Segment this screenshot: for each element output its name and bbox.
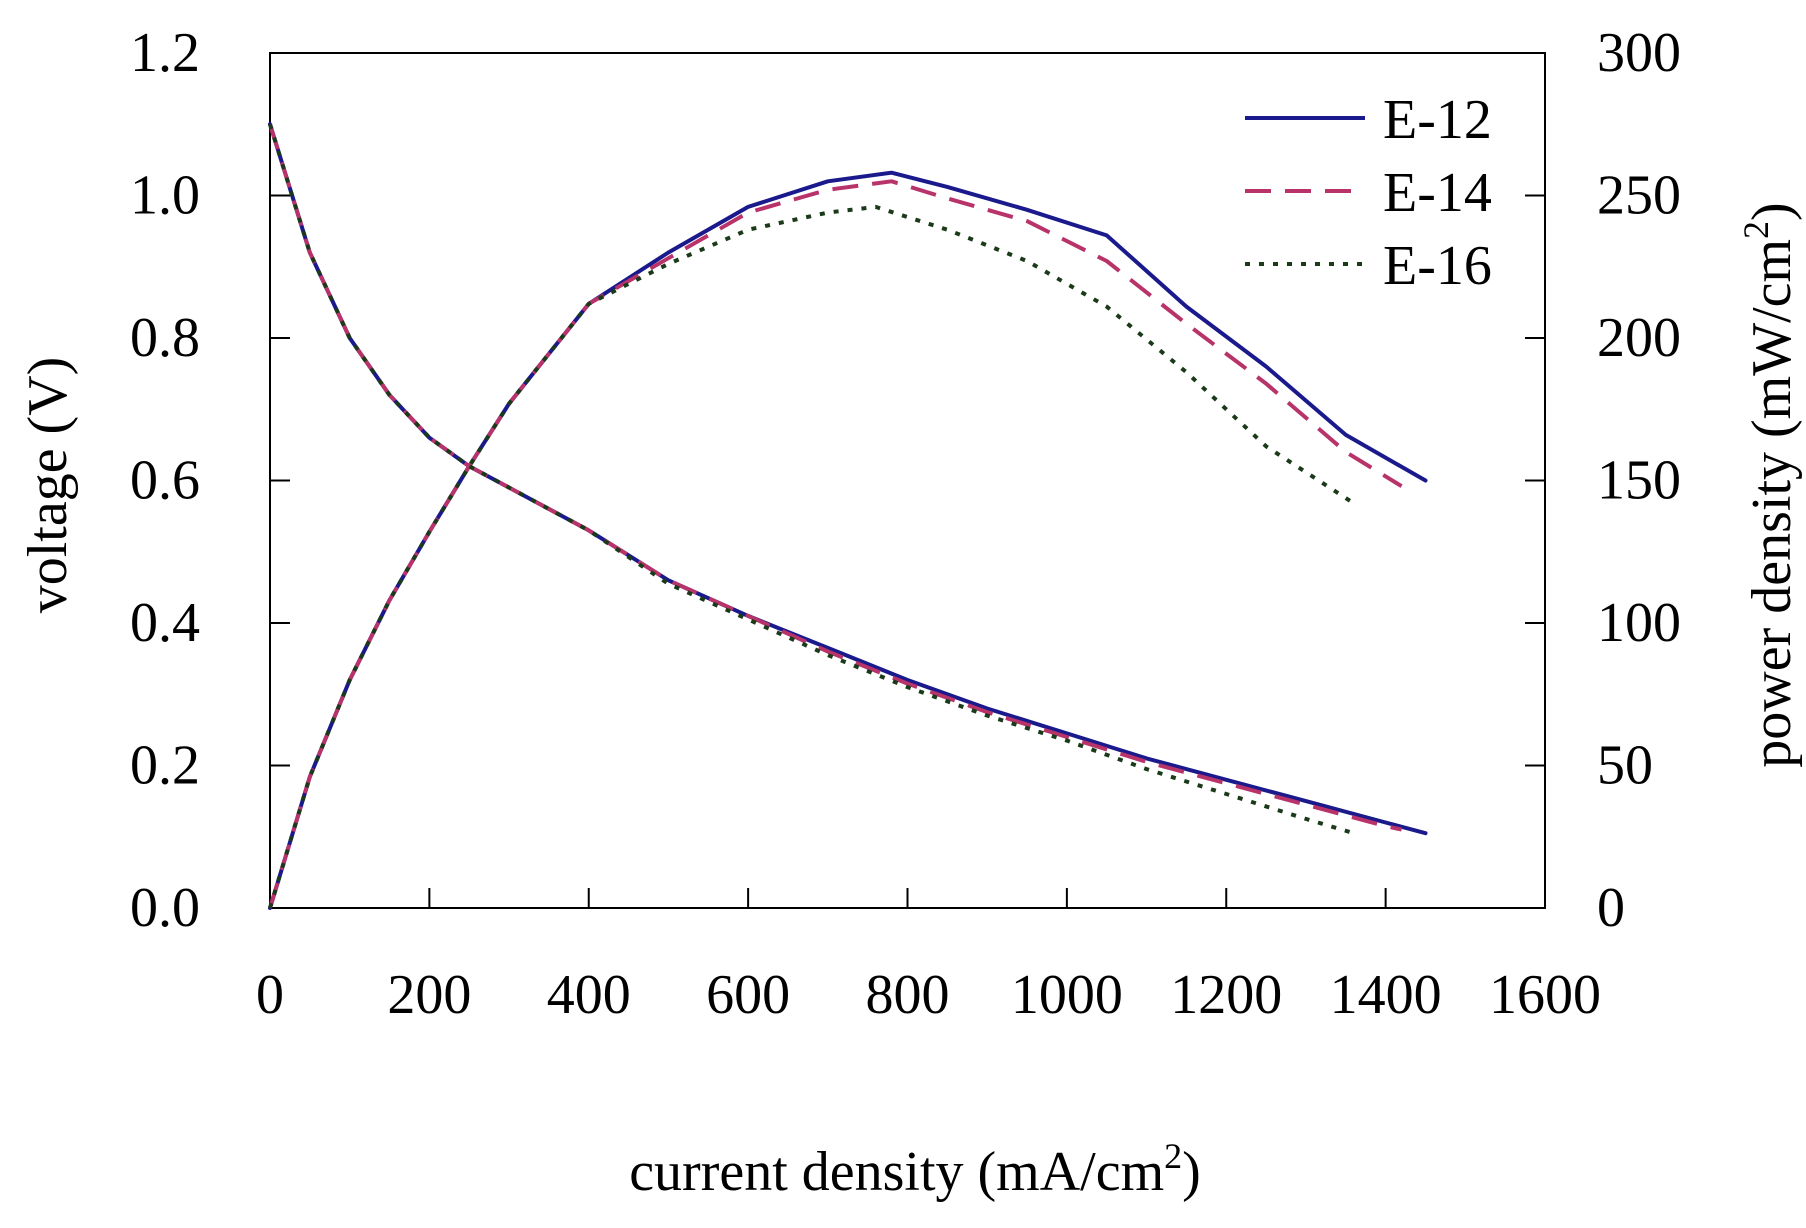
- y2-tick-label: 0: [1597, 877, 1625, 939]
- x-tick-label: 200: [387, 964, 471, 1026]
- y2-tick-label: 150: [1597, 450, 1681, 512]
- x-axis-title-sup: 2: [1164, 1136, 1182, 1176]
- y-tick-label: 1.2: [130, 22, 200, 84]
- x-tick-label: 0: [256, 964, 284, 1026]
- y-tick-label: 1.0: [130, 165, 200, 227]
- y-tick-label: 0.8: [130, 307, 200, 369]
- x-tick-label: 1200: [1170, 964, 1282, 1026]
- series-line-e-16-voltage: [268, 123, 1355, 836]
- y-right-tick-labels: 0 50 100 150 200 250 300: [1597, 22, 1681, 939]
- y-tick-label: 0.6: [130, 450, 200, 512]
- series-line-e-12-voltage: [268, 122, 1428, 836]
- legend-label-e-14: E-14: [1383, 162, 1492, 224]
- x-tick-label: 1600: [1489, 964, 1601, 1026]
- y2-tick-label: 250: [1597, 165, 1681, 227]
- y2-axis-title-main: power density (mW/cm: [1741, 239, 1803, 768]
- y-tick-label: 0.4: [130, 592, 200, 654]
- x-axis-title-tail: ): [1182, 1141, 1201, 1203]
- y2-tick-label: 200: [1597, 307, 1681, 369]
- legend: E-12 E-14 E-16: [1245, 89, 1492, 297]
- legend-label-e-16: E-16: [1383, 235, 1492, 297]
- y2-tick-label: 100: [1597, 592, 1681, 654]
- x-tick-labels: 0 200 400 600 800 1000 1200 1400 1600: [256, 964, 1601, 1026]
- y-tick-label: 0.2: [130, 735, 200, 797]
- y2-tick-label: 50: [1597, 735, 1653, 797]
- y2-axis-title-sup: 2: [1736, 221, 1776, 239]
- series-line-e-14-power: [268, 179, 1403, 909]
- x-axis-title-main: current density (mA/cm: [629, 1141, 1164, 1203]
- y2-axis-title-tail: ): [1741, 202, 1803, 221]
- x-tick-label: 1000: [1011, 964, 1123, 1026]
- y2-tick-label: 300: [1597, 22, 1681, 84]
- series-line-e-16-power: [268, 204, 1355, 909]
- axis-ticks: [269, 52, 1546, 909]
- series-lines: [268, 122, 1428, 910]
- x-tick-label: 1400: [1330, 964, 1442, 1026]
- x-tick-label: 600: [706, 964, 790, 1026]
- series-line-e-12-power: [268, 170, 1428, 910]
- y-tick-label: 0.0: [130, 877, 200, 939]
- x-tick-label: 400: [547, 964, 631, 1026]
- legend-label-e-12: E-12: [1383, 89, 1492, 151]
- x-tick-label: 800: [866, 964, 950, 1026]
- series-line-e-14-voltage: [268, 123, 1403, 832]
- x-axis-title: current density (mA/cm2): [629, 1136, 1201, 1203]
- y2-axis-title: power density (mW/cm2): [1736, 202, 1803, 767]
- y-axis-title: voltage (V): [17, 357, 79, 614]
- y-left-tick-labels: 0.0 0.2 0.4 0.6 0.8 1.0 1.2: [130, 22, 200, 939]
